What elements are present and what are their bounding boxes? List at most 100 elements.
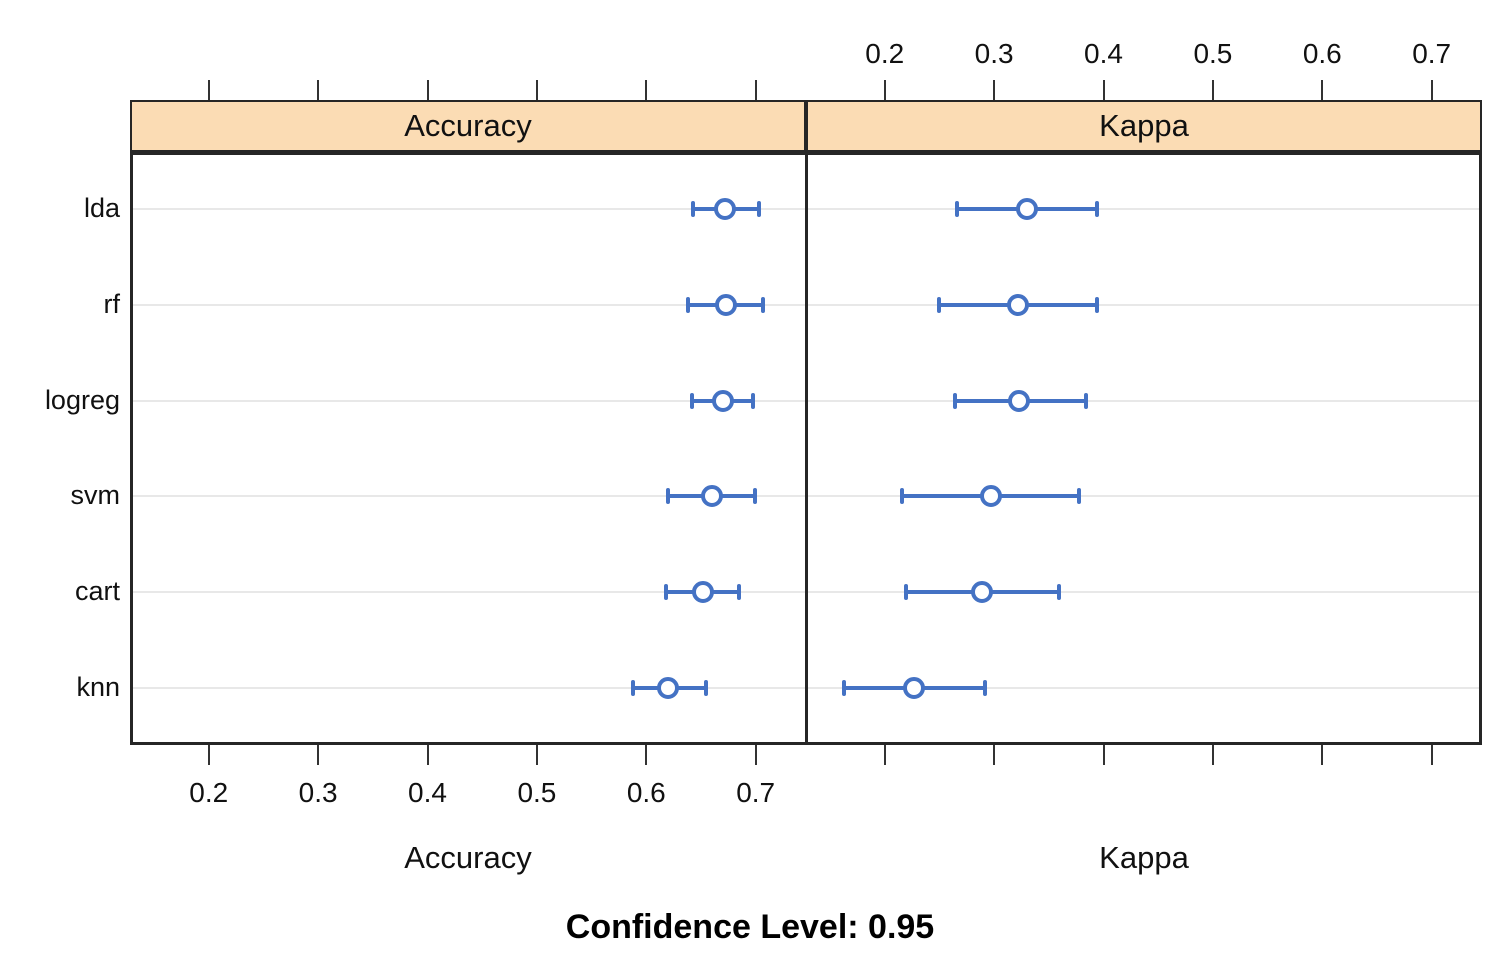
bottom-tick-label: 0.6 bbox=[626, 777, 666, 808]
bottom-tick-accuracy-0.4 bbox=[426, 745, 429, 765]
top-tick-label: 0.3 bbox=[974, 38, 1014, 69]
ci-cap-lower-svm bbox=[900, 488, 905, 505]
ci-cap-upper-lda bbox=[1094, 201, 1099, 217]
bottom-tick-label: 0.7 bbox=[736, 777, 776, 808]
gridline-rf bbox=[806, 303, 1479, 306]
mean-point-cart bbox=[692, 581, 715, 604]
ci-cap-lower-rf bbox=[937, 296, 942, 313]
row-label-knn: knn bbox=[76, 672, 120, 702]
bottom-tick-label: 0.2 bbox=[189, 777, 229, 808]
bottom-tick-kappa-0.4 bbox=[1102, 745, 1105, 765]
ci-cap-upper-cart bbox=[737, 584, 742, 601]
row-label-logreg: logreg bbox=[44, 384, 120, 415]
ci-cap-upper-svm bbox=[752, 488, 757, 505]
mean-point-cart bbox=[971, 581, 994, 604]
bottom-tick-accuracy-0.2 bbox=[207, 745, 210, 765]
gridline-logreg bbox=[806, 399, 1479, 402]
ci-cap-lower-cart bbox=[903, 584, 908, 601]
top-tick-kappa-0.5 bbox=[1211, 80, 1214, 100]
row-label-rf: rf bbox=[103, 288, 121, 319]
bottom-tick-kappa-0.6 bbox=[1321, 745, 1324, 765]
confidence-level-caption: Confidence Level: 0.95 bbox=[565, 908, 935, 946]
gridline-lda bbox=[806, 208, 1479, 210]
top-tick-label: 0.6 bbox=[1302, 38, 1342, 69]
mean-point-logreg bbox=[1008, 389, 1031, 412]
mean-point-svm bbox=[700, 485, 723, 508]
top-tick-kappa-0.7 bbox=[1430, 80, 1433, 100]
gridline-knn bbox=[806, 687, 1479, 689]
ci-cap-upper-lda bbox=[756, 201, 761, 217]
mean-point-lda bbox=[714, 198, 737, 220]
bottom-tick-accuracy-0.6 bbox=[645, 745, 648, 765]
top-tick-accuracy-0.4 bbox=[426, 80, 429, 100]
bottom-tick-label: 0.4 bbox=[408, 777, 447, 808]
gridline-svm bbox=[133, 495, 806, 498]
mean-point-svm bbox=[979, 485, 1002, 508]
gridline-cart bbox=[806, 591, 1479, 594]
row-label-svm: svm bbox=[70, 480, 121, 511]
bottom-tick-kappa-0.3 bbox=[993, 745, 996, 765]
x-axis-title-accuracy: Accuracy bbox=[404, 840, 532, 875]
mean-point-logreg bbox=[711, 389, 734, 412]
ci-cap-lower-svm bbox=[666, 488, 671, 505]
bottom-tick-kappa-0.2 bbox=[883, 745, 886, 765]
x-axis-title-kappa: Kappa bbox=[1099, 840, 1189, 875]
bottom-tick-label: 0.5 bbox=[517, 777, 557, 808]
ci-cap-lower-logreg bbox=[952, 392, 957, 409]
top-tick-accuracy-0.2 bbox=[207, 80, 210, 100]
top-tick-accuracy-0.6 bbox=[645, 80, 648, 100]
strip-accuracy: Accuracy bbox=[130, 100, 806, 152]
top-tick-accuracy-0.5 bbox=[535, 80, 538, 100]
bottom-tick-kappa-0.7 bbox=[1430, 745, 1433, 765]
top-tick-kappa-0.6 bbox=[1321, 80, 1324, 100]
top-tick-accuracy-0.7 bbox=[754, 80, 757, 100]
top-tick-accuracy-0.3 bbox=[317, 80, 320, 100]
top-tick-kappa-0.4 bbox=[1102, 80, 1105, 100]
top-tick-kappa-0.3 bbox=[993, 80, 996, 100]
gridline-cart bbox=[133, 591, 806, 594]
strip-kappa: Kappa bbox=[806, 100, 1482, 152]
top-tick-label: 0.7 bbox=[1412, 38, 1452, 69]
mean-point-rf bbox=[715, 293, 738, 316]
gridline-logreg bbox=[133, 399, 806, 402]
gridline-lda bbox=[133, 208, 806, 210]
ci-cap-lower-logreg bbox=[690, 392, 695, 409]
ci-cap-lower-lda bbox=[954, 201, 959, 217]
strip-kappa-label: Kappa bbox=[1099, 108, 1189, 143]
bottom-tick-label: 0.3 bbox=[298, 777, 338, 808]
bottom-tick-accuracy-0.3 bbox=[317, 745, 320, 765]
ci-cap-upper-knn bbox=[983, 680, 988, 696]
mean-point-rf bbox=[1007, 293, 1030, 316]
ci-cap-upper-knn bbox=[704, 680, 709, 696]
gridline-knn bbox=[133, 687, 806, 689]
bottom-tick-accuracy-0.7 bbox=[754, 745, 757, 765]
row-label-cart: cart bbox=[74, 576, 120, 607]
ci-cap-lower-cart bbox=[663, 584, 668, 601]
ci-cap-lower-knn bbox=[842, 680, 847, 696]
ci-cap-upper-rf bbox=[1094, 296, 1099, 313]
ci-cap-upper-rf bbox=[761, 296, 766, 313]
gridline-svm bbox=[806, 495, 1479, 498]
panel-kappa bbox=[806, 155, 1479, 742]
ci-cap-lower-lda bbox=[691, 201, 696, 217]
mean-point-lda bbox=[1015, 198, 1038, 220]
top-tick-label: 0.2 bbox=[865, 38, 905, 69]
panel-divider bbox=[805, 152, 808, 745]
mean-point-knn bbox=[657, 677, 680, 699]
panel-accuracy bbox=[133, 155, 806, 742]
mean-point-knn bbox=[903, 677, 926, 699]
row-label-lda: lda bbox=[83, 193, 120, 223]
ci-cap-lower-knn bbox=[631, 680, 636, 696]
top-tick-kappa-0.2 bbox=[883, 80, 886, 100]
bottom-tick-kappa-0.5 bbox=[1211, 745, 1214, 765]
ci-cap-lower-rf bbox=[685, 296, 690, 313]
bottom-tick-accuracy-0.5 bbox=[535, 745, 538, 765]
ci-cap-upper-logreg bbox=[1084, 392, 1089, 409]
top-tick-label: 0.4 bbox=[1084, 38, 1123, 69]
strip-accuracy-label: Accuracy bbox=[404, 108, 532, 143]
gridline-rf bbox=[133, 303, 806, 306]
top-tick-label: 0.5 bbox=[1193, 38, 1233, 69]
ci-cap-upper-cart bbox=[1056, 584, 1061, 601]
ci-cap-upper-logreg bbox=[751, 392, 756, 409]
